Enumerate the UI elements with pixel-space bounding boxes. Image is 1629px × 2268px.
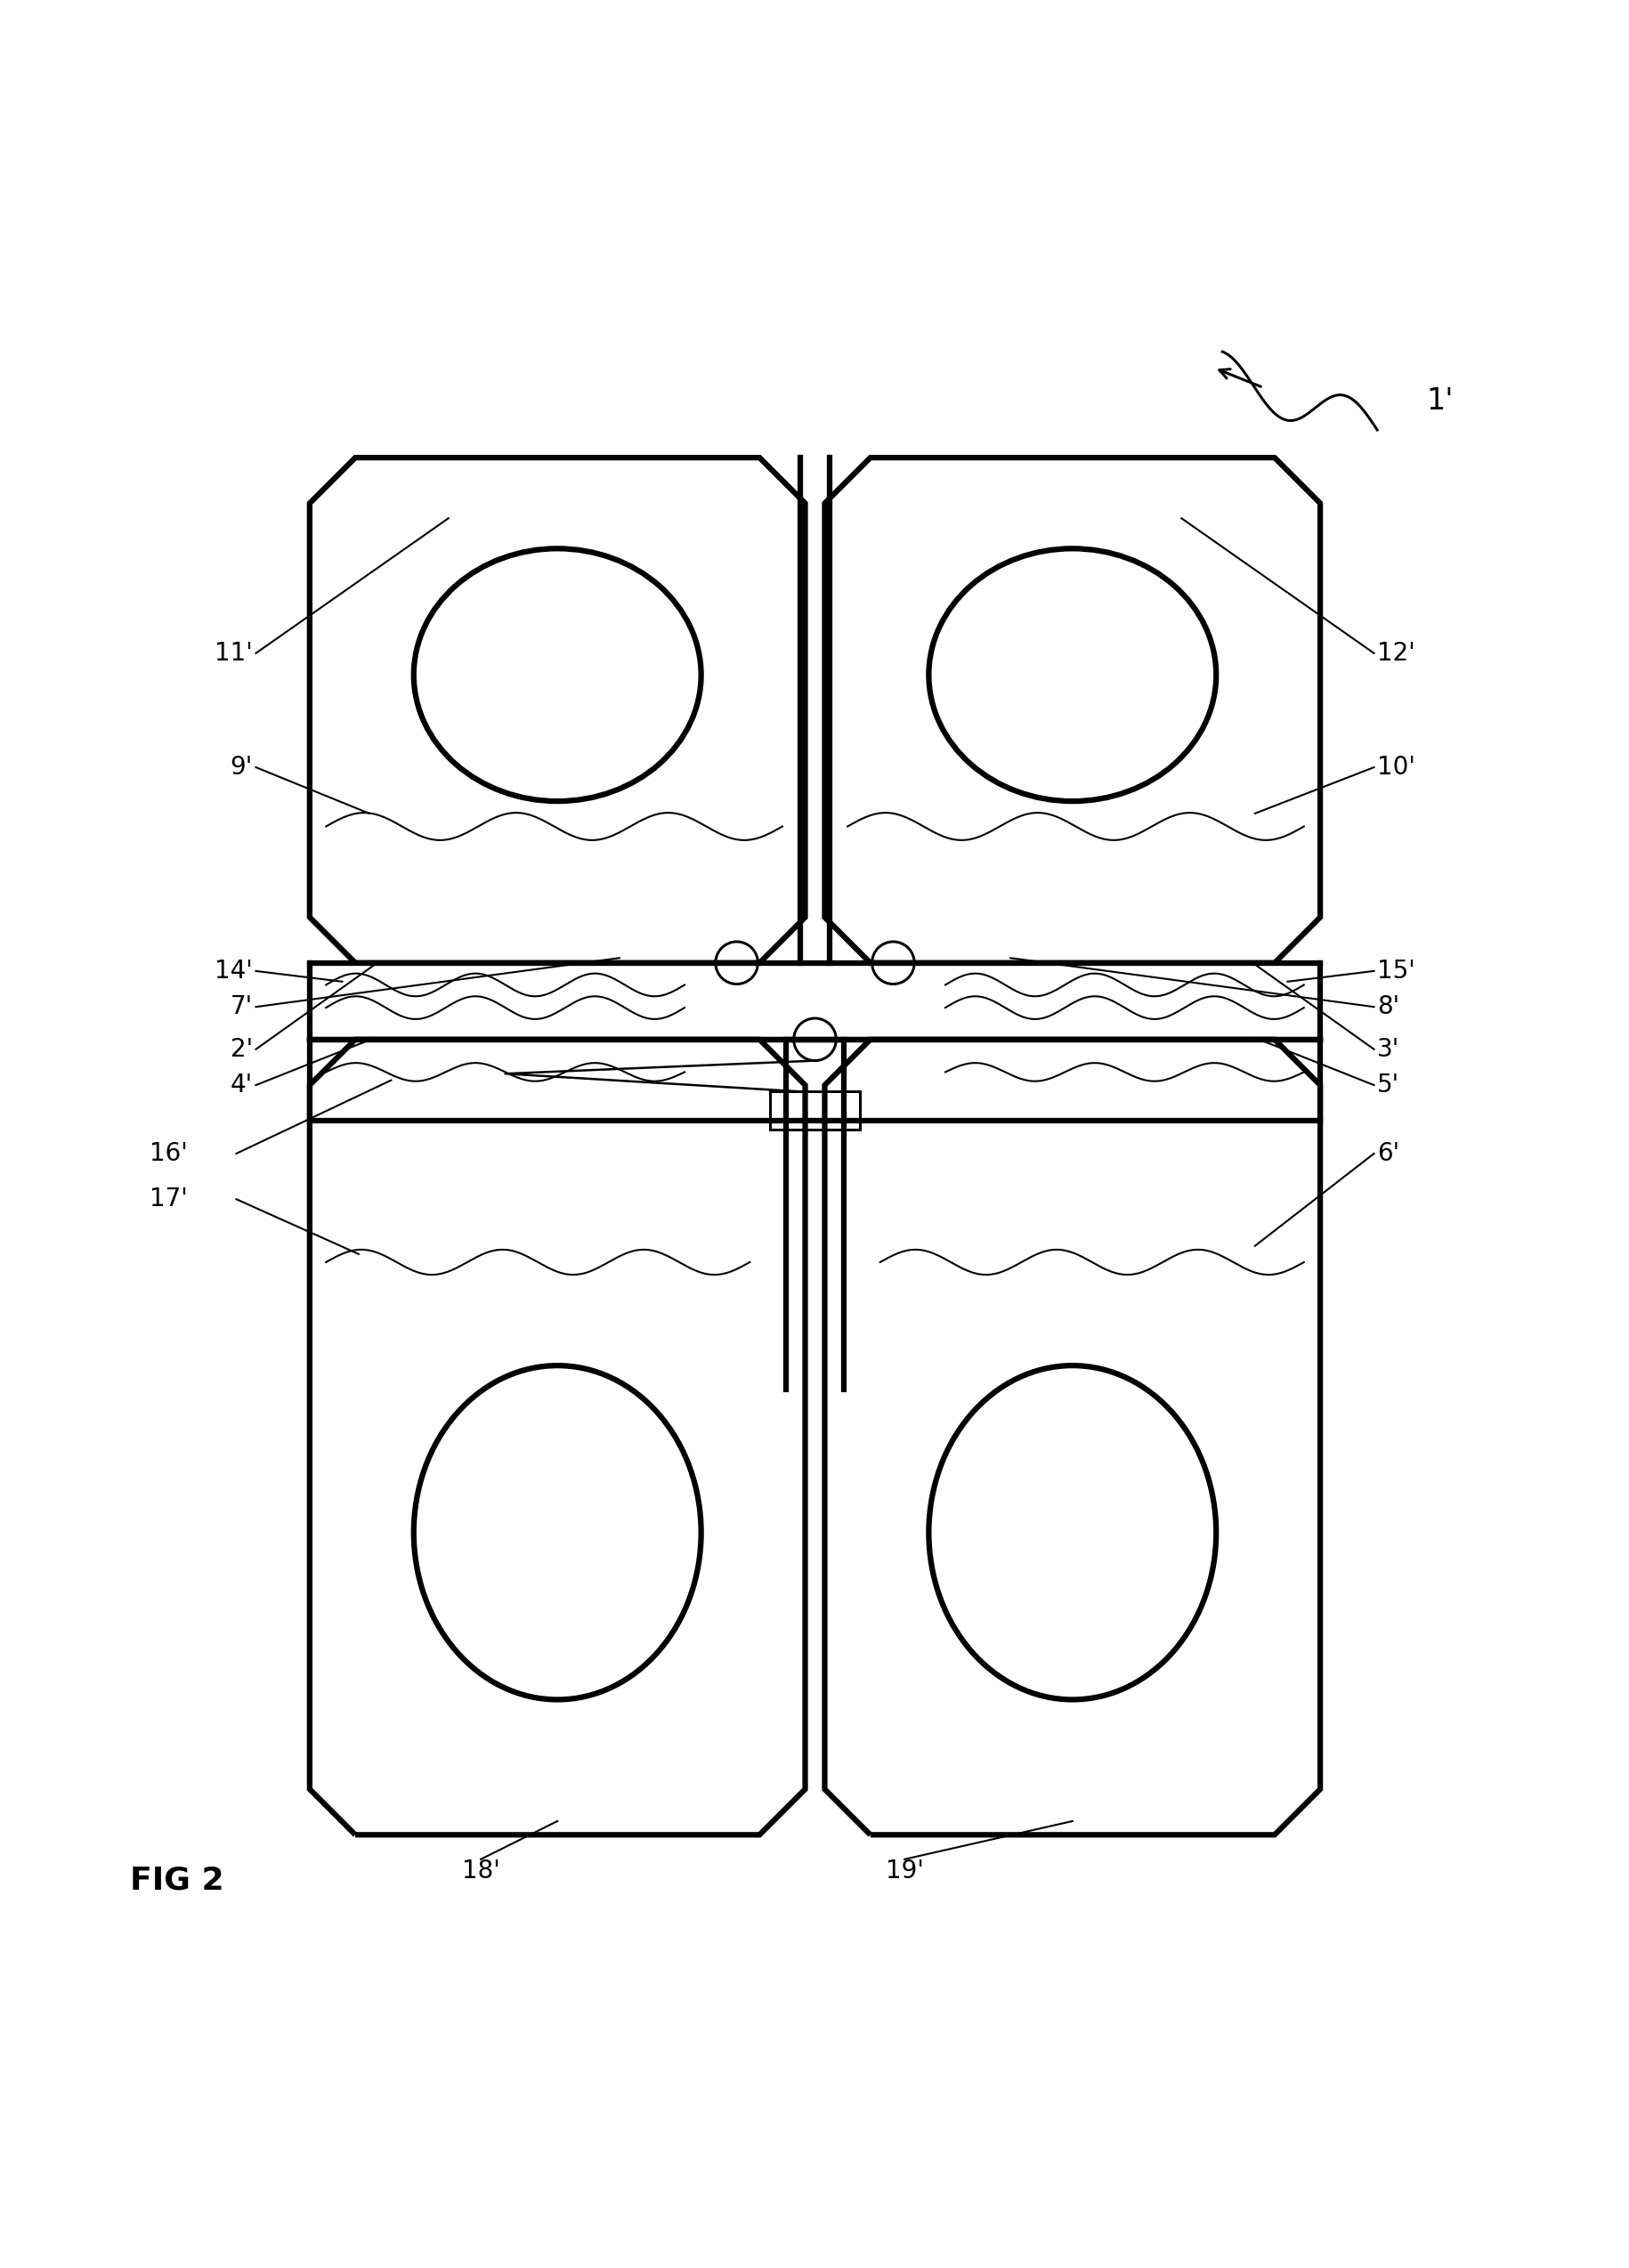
Text: 1': 1' bbox=[1425, 386, 1453, 415]
Text: 12': 12' bbox=[1377, 642, 1414, 667]
Text: 14': 14' bbox=[215, 959, 252, 984]
Text: 6': 6' bbox=[1377, 1141, 1399, 1166]
Text: 18': 18' bbox=[461, 1857, 500, 1882]
Text: 5': 5' bbox=[1377, 1073, 1399, 1098]
Text: 4': 4' bbox=[230, 1073, 252, 1098]
Text: 19': 19' bbox=[885, 1857, 924, 1882]
Text: 2': 2' bbox=[230, 1036, 252, 1061]
Bar bbox=[769, 1091, 860, 1129]
Text: 15': 15' bbox=[1377, 959, 1414, 984]
Text: FIG 2: FIG 2 bbox=[130, 1864, 225, 1896]
Text: 8': 8' bbox=[1377, 993, 1399, 1018]
Text: 11': 11' bbox=[215, 642, 252, 667]
Text: 9': 9' bbox=[230, 755, 252, 780]
Text: 16': 16' bbox=[150, 1141, 187, 1166]
Text: 10': 10' bbox=[1377, 755, 1414, 780]
Text: 7': 7' bbox=[230, 993, 252, 1018]
Text: 17': 17' bbox=[150, 1186, 187, 1211]
Text: 3': 3' bbox=[1377, 1036, 1399, 1061]
